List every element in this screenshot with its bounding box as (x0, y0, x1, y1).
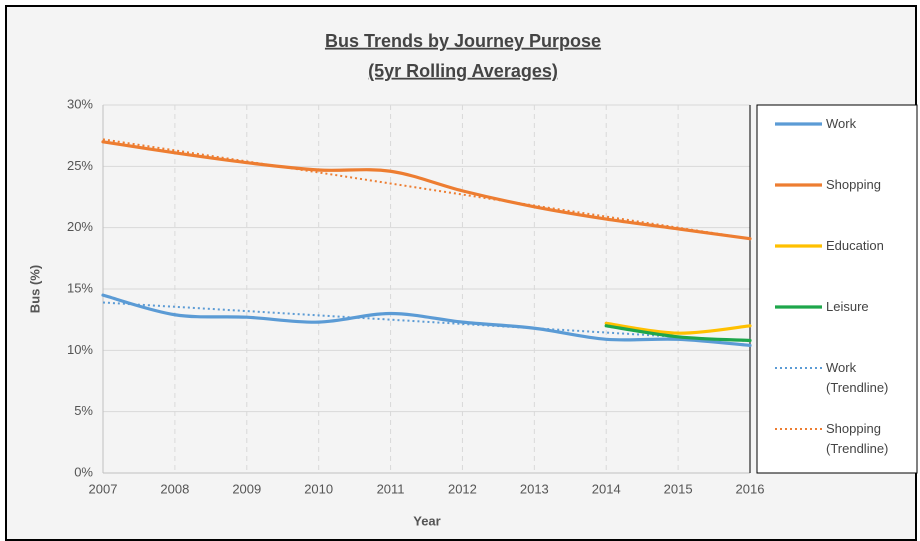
x-tick-label: 2010 (304, 481, 333, 496)
series-line (102, 301, 751, 343)
y-tick-label: 25% (67, 158, 93, 173)
legend-label: Leisure (826, 299, 869, 314)
x-tick-label: 2011 (377, 481, 405, 496)
series-line (604, 324, 752, 343)
series-line (101, 293, 752, 348)
y-tick-label: 20% (67, 219, 93, 234)
y-tick-label: 15% (67, 280, 93, 295)
series-line (604, 321, 752, 335)
series-line (102, 138, 751, 240)
legend-label: Work (Trendline) (826, 360, 889, 395)
x-tick-label: 2009 (232, 481, 261, 496)
x-tick-label: 2008 (160, 481, 189, 496)
y-tick-label: 5% (74, 403, 93, 418)
y-tick-label: 30% (67, 96, 93, 111)
series-line (101, 140, 752, 241)
y-axis-label: Bus (%) (27, 265, 42, 313)
x-tick-label: 2013 (520, 481, 549, 496)
x-tick-label: 2016 (736, 481, 765, 496)
y-tick-label: 10% (67, 342, 93, 357)
chart-subtitle: (5yr Rolling Averages) (368, 61, 558, 81)
x-tick-label: 2015 (664, 481, 693, 496)
chart-title: Bus Trends by Journey Purpose (325, 31, 601, 51)
x-tick-label: 2007 (89, 481, 118, 496)
x-axis-label: Year (413, 513, 440, 528)
legend-label: Education (826, 238, 884, 253)
legend-box (756, 104, 918, 474)
y-tick-label: 0% (74, 464, 93, 479)
legend-label: Work (826, 116, 857, 131)
x-tick-label: 2014 (592, 481, 621, 496)
legend-label: Shopping (826, 177, 881, 192)
x-tick-label: 2012 (448, 481, 477, 496)
legend-label: Shopping (Trendline) (826, 421, 889, 456)
